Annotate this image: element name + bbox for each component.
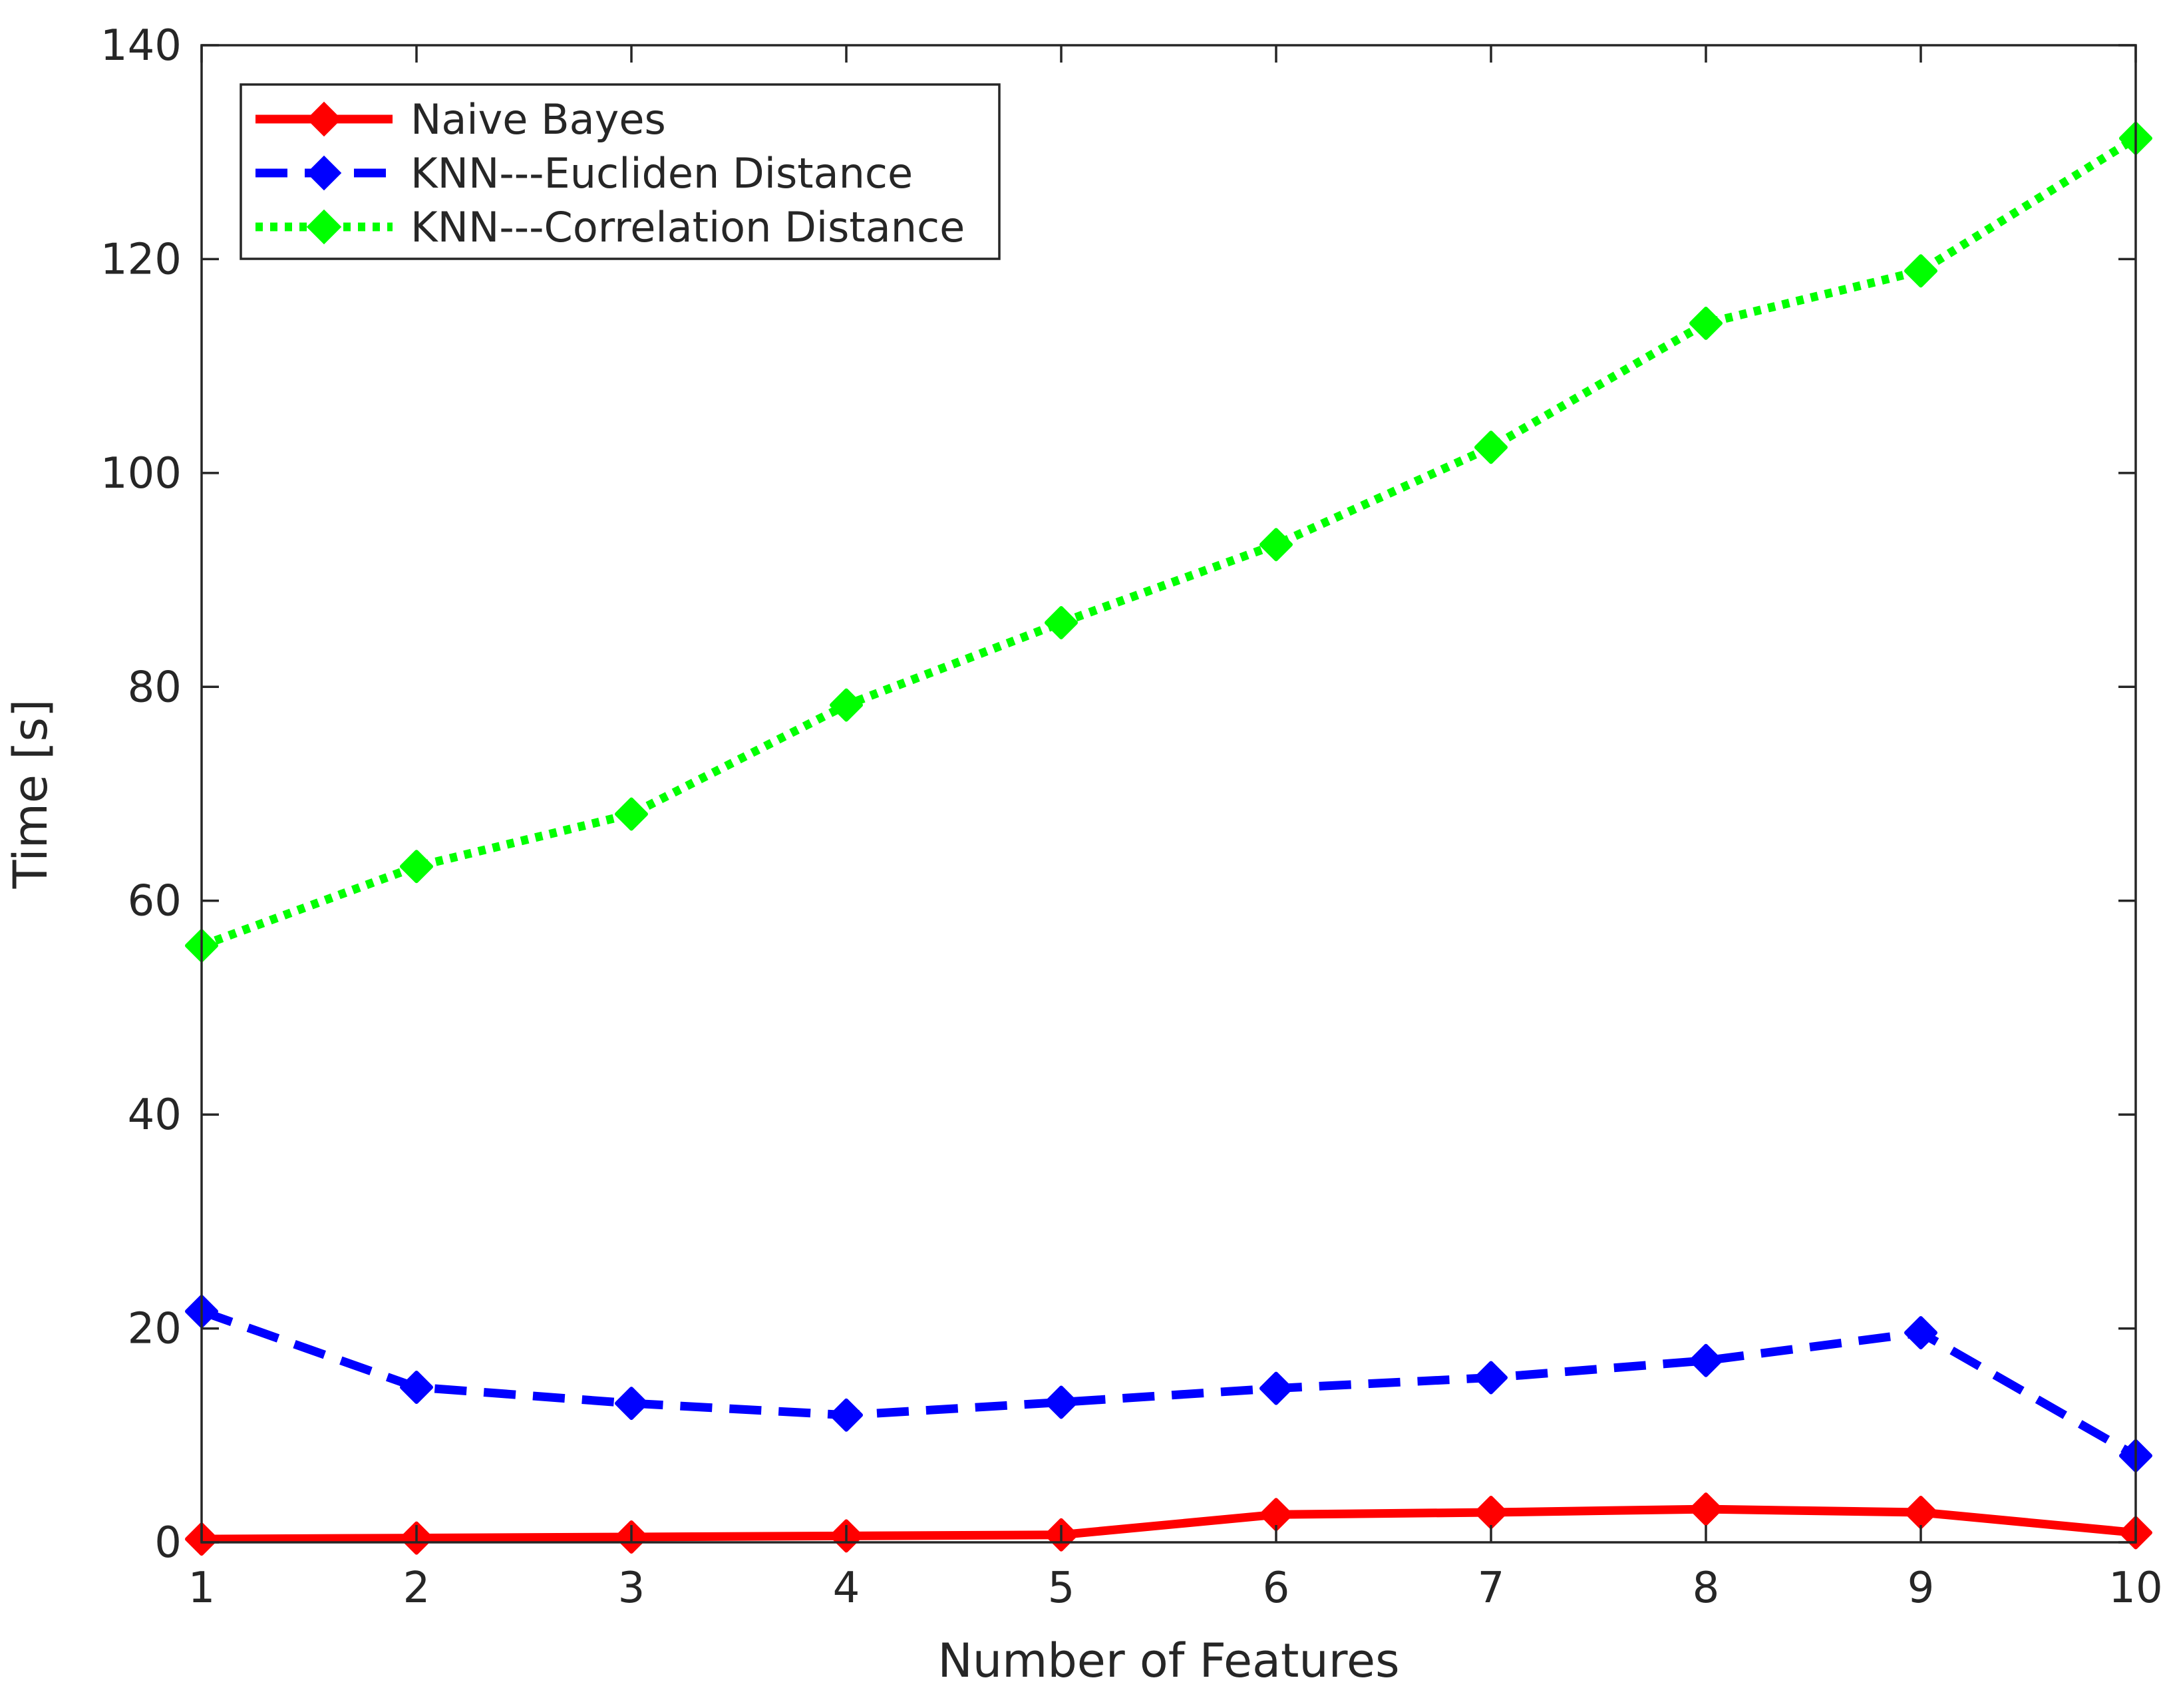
x-axis-label: Number of Features	[937, 1633, 1399, 1688]
data-point	[1689, 1343, 1723, 1377]
data-point	[1689, 1492, 1723, 1526]
x-tick-label: 7	[1478, 1564, 1505, 1613]
data-point	[1259, 1371, 1293, 1405]
x-tick-label: 2	[403, 1564, 430, 1613]
x-tick-label: 5	[1048, 1564, 1075, 1613]
legend-item: KNN---Eucliden Distance	[255, 149, 913, 198]
legend-swatch-marker	[306, 155, 342, 191]
series-line	[201, 1504, 2136, 1544]
x-tick-label: 1	[188, 1564, 216, 1613]
legend-item: Naive Bayes	[255, 95, 666, 144]
y-tick-label: 80	[128, 663, 182, 712]
legend-swatch-marker	[306, 101, 342, 137]
data-point	[830, 1398, 863, 1432]
x-tick-label: 3	[618, 1564, 645, 1613]
data-point	[400, 850, 433, 884]
data-point	[1474, 430, 1508, 464]
y-tick-label: 40	[128, 1091, 182, 1140]
y-tick-label: 120	[100, 235, 182, 284]
y-tick-label: 20	[128, 1305, 182, 1354]
data-point	[1259, 528, 1293, 562]
plot-frame	[200, 44, 2137, 1544]
series-line	[200, 1307, 2138, 1460]
data-point	[830, 688, 863, 722]
x-tick-label: 4	[833, 1564, 860, 1613]
legend-item: KNN---Correlation Distance	[255, 203, 965, 252]
legend-label: Naive Bayes	[411, 95, 666, 144]
x-tick-label: 6	[1263, 1564, 1290, 1613]
data-point	[1904, 254, 1937, 288]
legend-label: KNN---Eucliden Distance	[411, 149, 913, 198]
data-point	[1689, 306, 1723, 340]
data-point	[1904, 1316, 1937, 1349]
y-tick-label: 0	[154, 1518, 182, 1568]
data-point	[615, 1387, 648, 1421]
data-point	[615, 797, 648, 831]
x-tick-label: 9	[1908, 1564, 1935, 1613]
legend-label: KNN---Correlation Distance	[411, 203, 965, 252]
data-point	[1045, 605, 1078, 639]
x-tick-label: 8	[1693, 1564, 1720, 1613]
legend-swatch-marker	[306, 209, 342, 245]
data-point	[1045, 1385, 1078, 1419]
y-tick-label: 100	[100, 449, 182, 498]
series-2	[185, 1294, 2152, 1472]
series-layer	[185, 121, 2152, 1556]
y-tick-label: 140	[100, 21, 182, 71]
series-line	[200, 134, 2138, 950]
y-tick-label: 60	[128, 877, 182, 926]
y-axis-label: Time [s]	[3, 699, 58, 890]
data-point	[400, 1370, 433, 1404]
legend: Naive Bayes KNN---Eucliden Distance KNN---…	[240, 83, 1001, 260]
data-point	[1474, 1361, 1508, 1395]
x-tick-label: 10	[2108, 1564, 2161, 1613]
